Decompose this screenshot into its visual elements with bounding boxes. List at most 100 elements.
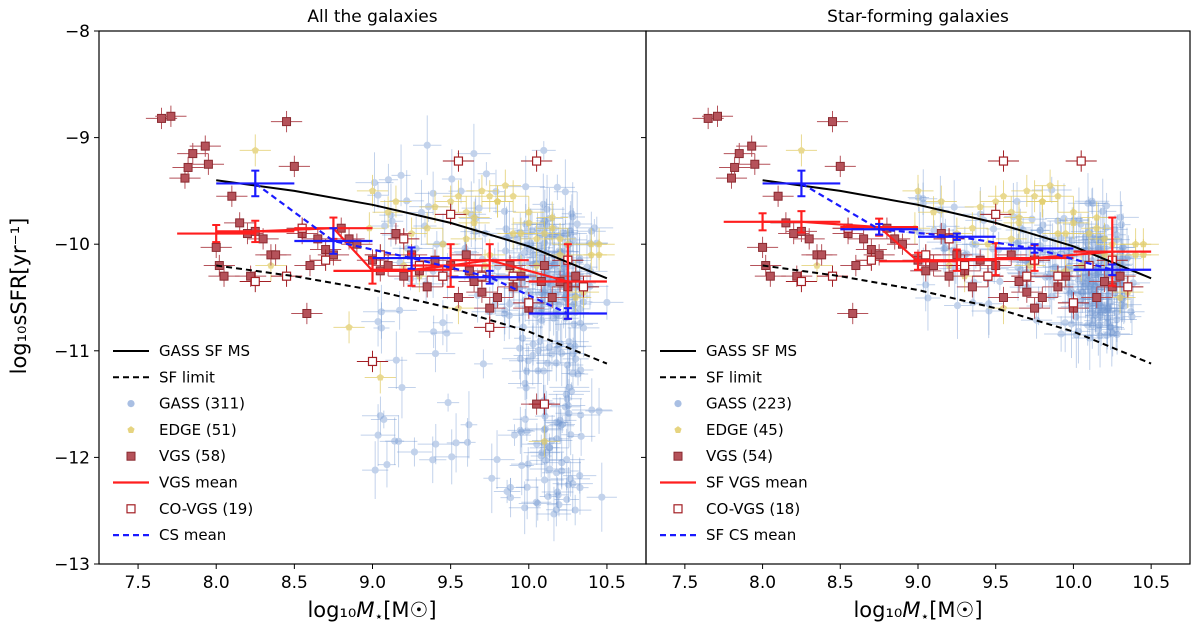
gass-marker xyxy=(576,319,584,327)
gass-marker xyxy=(563,455,571,464)
gass-marker xyxy=(553,488,562,496)
panel-all-galaxies: 7.5 8.0 8.5 9.0 9.5 10.0 10.5 −8 −9 −10 −11 −12 −13 A… xyxy=(54,7,647,593)
co-vgs-marker xyxy=(1076,156,1086,166)
gass-point xyxy=(546,405,572,440)
co-vgs-point xyxy=(567,276,600,298)
gass-point xyxy=(562,340,589,378)
vgs-point xyxy=(956,276,988,298)
gass-marker xyxy=(432,440,440,448)
vgs-marker xyxy=(547,293,557,302)
gass-point xyxy=(543,330,571,368)
vgs-marker xyxy=(998,293,1008,302)
gass-marker xyxy=(543,205,551,213)
gass-marker xyxy=(1013,197,1021,206)
edge-marker xyxy=(1015,213,1023,221)
gass-point xyxy=(525,242,543,266)
gass-point xyxy=(562,205,579,256)
gass-point xyxy=(516,357,536,419)
gass-point xyxy=(1094,317,1119,354)
gass-marker xyxy=(569,369,577,378)
vgs-point xyxy=(1003,270,1035,293)
edge-marker xyxy=(540,437,548,445)
gass-marker xyxy=(1091,311,1100,319)
vgs-marker xyxy=(1115,271,1125,281)
vgs-point xyxy=(736,135,768,157)
gass-marker xyxy=(541,425,549,433)
gass-point xyxy=(497,239,514,262)
gass-marker xyxy=(516,355,525,363)
vgs-point xyxy=(172,156,204,179)
gass-marker xyxy=(384,176,393,184)
gass-point xyxy=(935,218,956,278)
gass-marker xyxy=(558,420,566,429)
edge-marker xyxy=(462,208,470,216)
gass-point xyxy=(908,182,938,215)
gass-point xyxy=(1060,207,1084,275)
gass-point xyxy=(391,144,411,207)
gass-marker xyxy=(1039,221,1047,229)
edge-point xyxy=(1026,185,1058,218)
edge-marker xyxy=(525,208,533,216)
gass-point xyxy=(543,418,570,460)
gass-point xyxy=(1107,309,1126,349)
edge-marker xyxy=(1038,197,1046,205)
gass-point xyxy=(549,415,576,434)
edge-marker xyxy=(447,197,455,205)
gass-marker xyxy=(429,189,437,197)
gass-marker xyxy=(563,361,572,369)
edge-marker xyxy=(540,229,548,237)
gass-marker xyxy=(922,281,930,289)
gass-marker xyxy=(546,281,554,289)
vgs-marker xyxy=(313,234,323,244)
gass-marker xyxy=(985,300,993,308)
gass-marker xyxy=(488,474,496,482)
gass-marker xyxy=(1102,202,1111,210)
gass-point xyxy=(561,194,582,234)
gass-point xyxy=(537,313,561,381)
gass-marker xyxy=(556,416,564,424)
vgs-point xyxy=(1081,286,1113,309)
vgs-marker xyxy=(469,277,479,287)
gass-marker xyxy=(567,229,575,238)
gass-point xyxy=(1101,314,1133,355)
gass-marker xyxy=(534,367,542,375)
vgs-marker xyxy=(422,282,432,292)
vgs-marker xyxy=(166,111,176,121)
vgs-marker xyxy=(1092,293,1102,302)
gass-marker xyxy=(518,461,526,470)
gass-marker xyxy=(397,171,405,179)
legend-item-sf_limit: SF limit xyxy=(113,368,215,386)
gass-marker xyxy=(1073,289,1082,297)
gass-point xyxy=(563,457,597,494)
gass-marker xyxy=(577,411,585,419)
gass-marker xyxy=(1088,280,1096,288)
edge-marker xyxy=(1007,208,1015,216)
edge-marker xyxy=(1046,181,1054,189)
gass-marker xyxy=(557,269,565,277)
gass-point xyxy=(529,433,569,463)
co-vgs-point xyxy=(356,350,389,373)
gass-point xyxy=(501,330,540,387)
edge-point xyxy=(419,190,451,223)
gass-point xyxy=(536,486,572,542)
legend-item-co_vgs: CO-VGS (19) xyxy=(126,500,253,518)
gass-marker xyxy=(394,437,403,445)
gass-marker xyxy=(1089,199,1097,207)
gass-marker xyxy=(552,469,561,477)
vgs-marker xyxy=(1022,287,1032,297)
gass-marker xyxy=(374,318,382,326)
vgs-marker xyxy=(271,250,281,260)
gass-point xyxy=(550,461,591,497)
vgs-marker xyxy=(180,173,190,183)
vgs-point xyxy=(259,244,292,266)
vgs-point xyxy=(450,244,482,266)
gass-marker xyxy=(410,448,419,456)
x-tick-label: 8.0 xyxy=(203,573,230,593)
vgs-point xyxy=(302,228,334,250)
gass-marker xyxy=(1106,323,1115,332)
gass-point xyxy=(459,418,476,467)
legend-item-cs_mean: SF CS mean xyxy=(660,526,796,544)
gass-points xyxy=(355,115,624,542)
vgs-marker xyxy=(703,113,713,123)
co-vgs-point xyxy=(528,393,561,415)
